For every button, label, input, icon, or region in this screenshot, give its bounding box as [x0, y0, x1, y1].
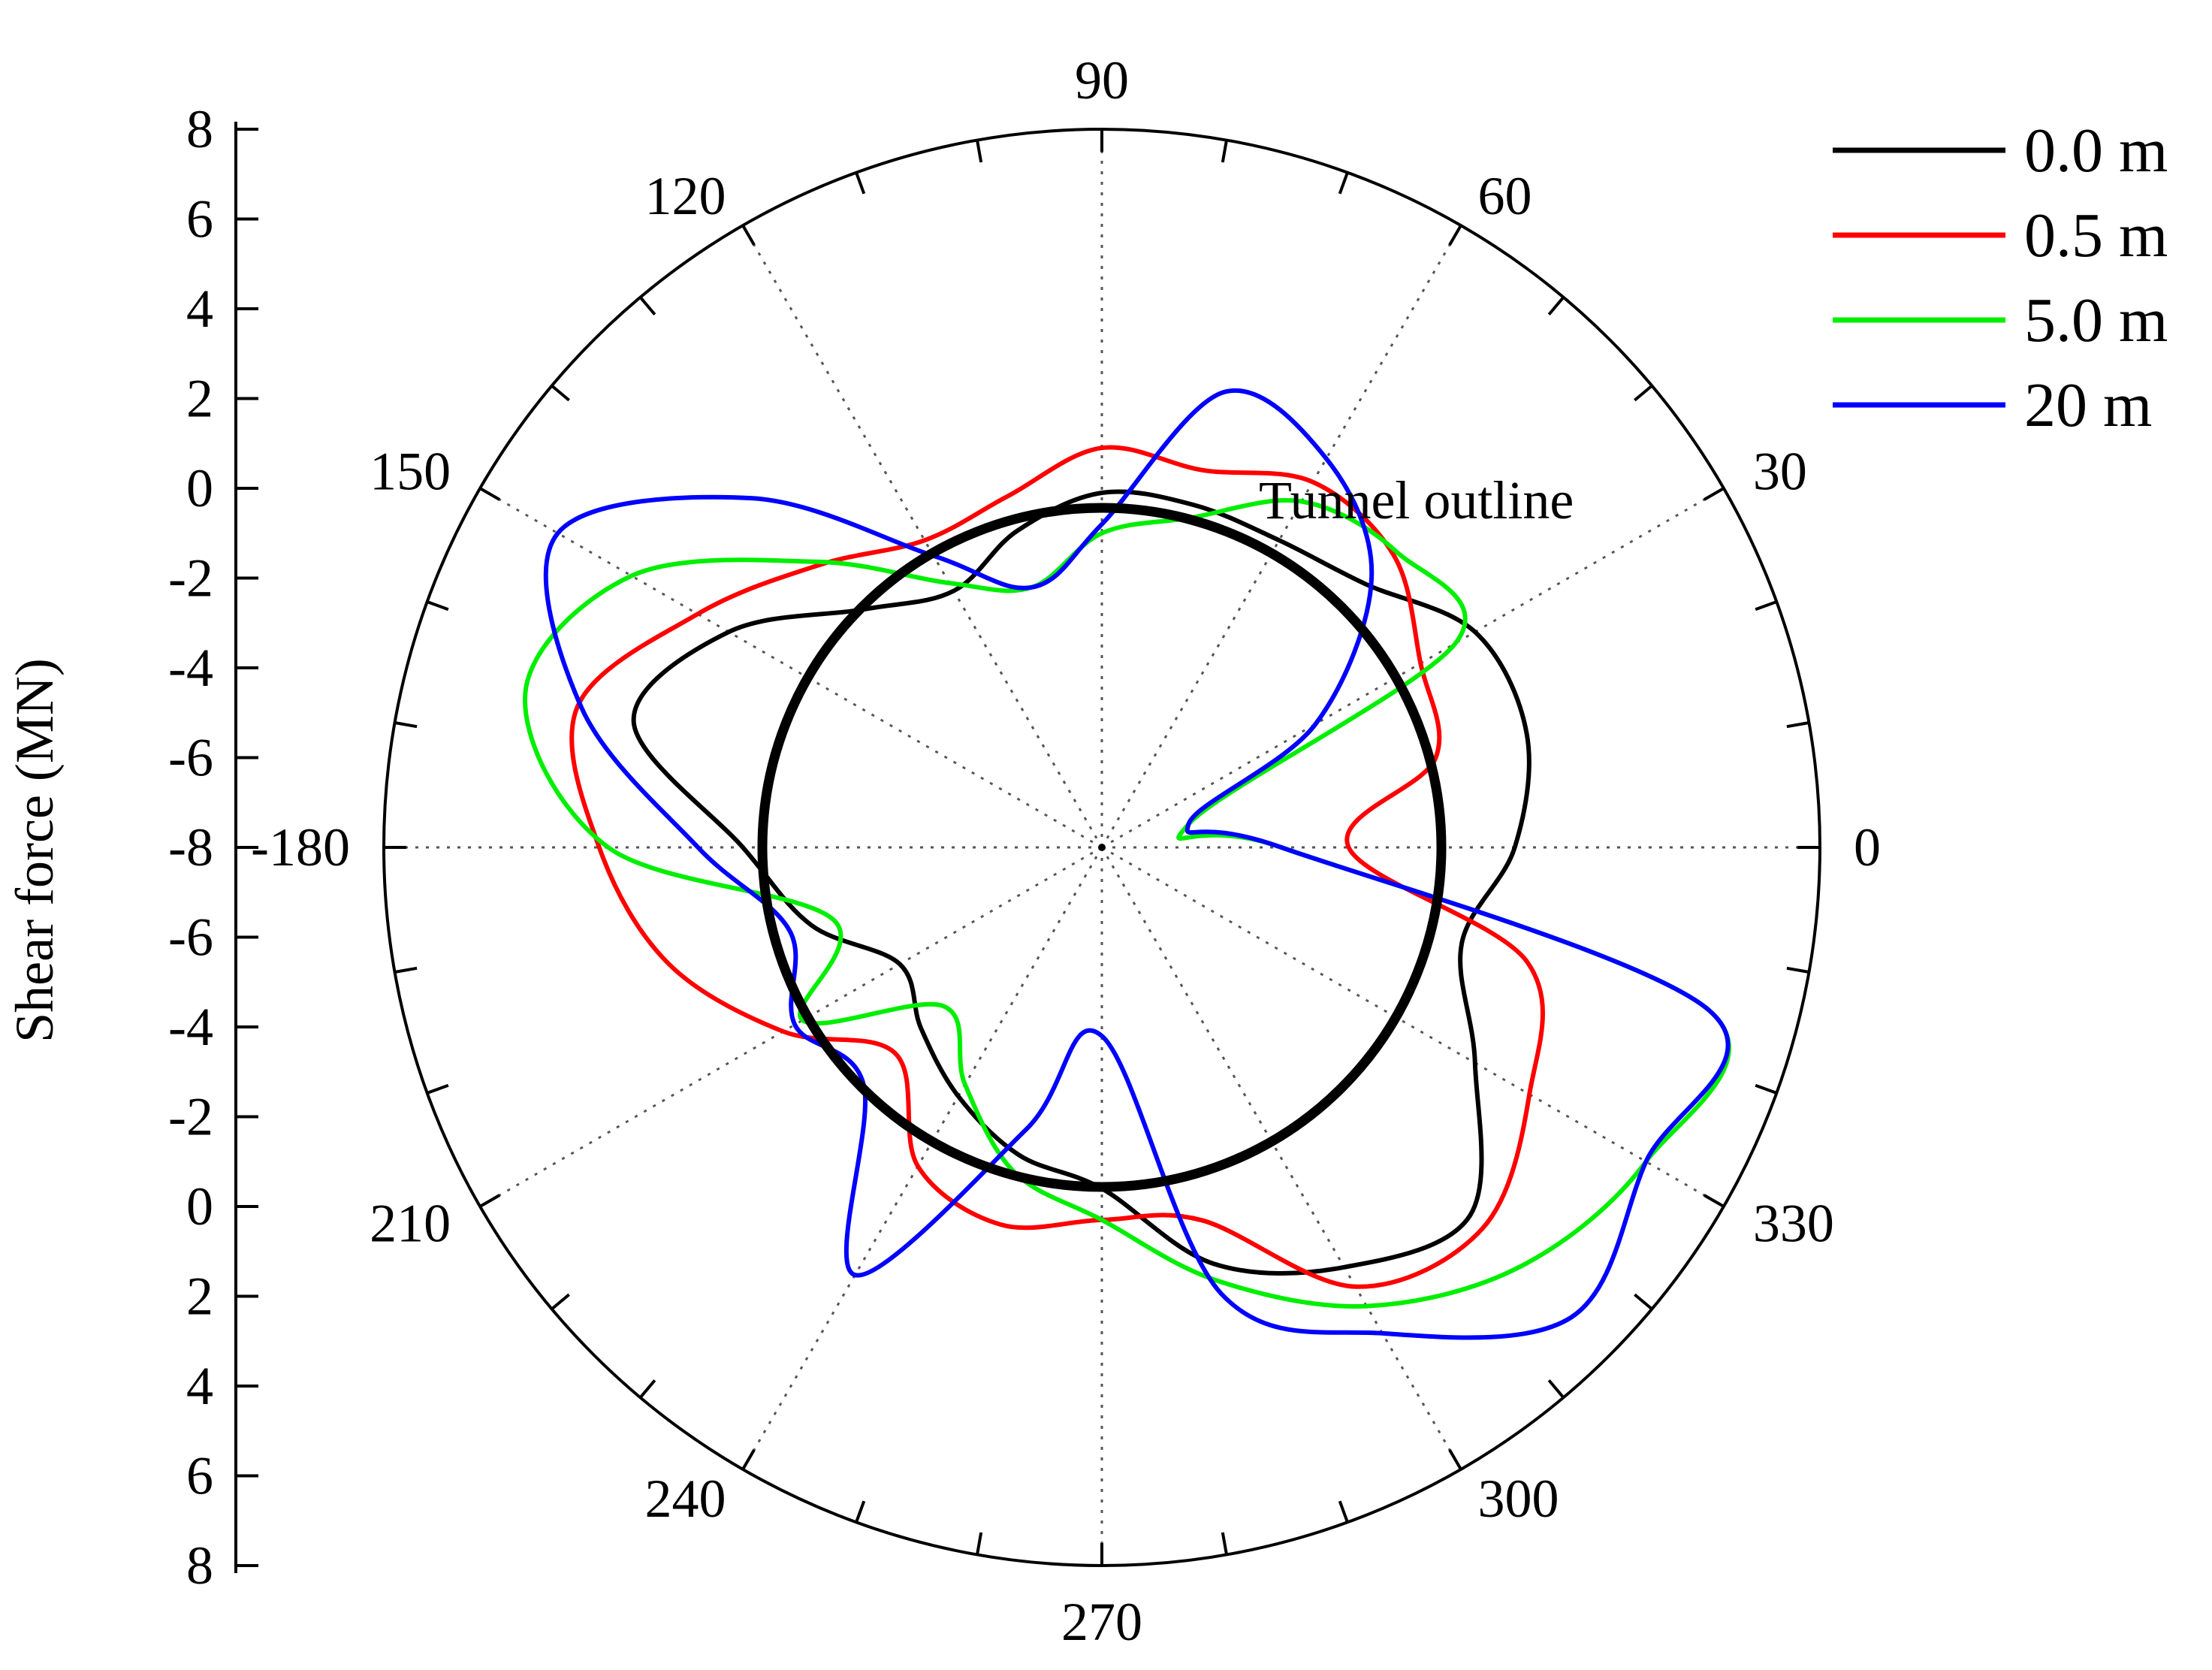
angle-tick-mark [1448, 225, 1462, 246]
series-line [569, 445, 1546, 1289]
radial-tick-label: 8 [186, 1536, 213, 1596]
angle-tick-mark [551, 1293, 570, 1311]
radial-tick-label: 0 [186, 1176, 213, 1237]
angle-tick-label: 270 [1061, 1592, 1142, 1652]
angle-tick-mark [1221, 1532, 1228, 1555]
series-line [543, 388, 1731, 1340]
radial-tick-label: 6 [186, 189, 213, 249]
angle-tick-mark [1703, 487, 1725, 501]
legend-label: 0.0 m [2024, 116, 2168, 186]
angle-gridline [479, 487, 1103, 849]
y-axis-label: Shear force (MN) [5, 658, 65, 1043]
angle-tick-mark [638, 1379, 656, 1399]
angle-tick-label: 0 [1854, 817, 1881, 877]
angle-gridline [741, 847, 1103, 1470]
angle-tick-mark [1634, 1293, 1653, 1311]
angle-tick-mark [394, 966, 418, 974]
angle-tick-mark [1755, 1083, 1778, 1095]
angle-tick-mark [741, 225, 756, 246]
angle-gridline [1101, 846, 1725, 1208]
angle-tick-mark [479, 1194, 501, 1208]
series-line [523, 497, 1731, 1309]
radial-tick-label: 0 [186, 458, 213, 518]
angle-tick-label: 240 [645, 1469, 726, 1529]
angle-gridline [1100, 847, 1462, 1470]
angle-tick-mark [1338, 1500, 1349, 1524]
radial-tick-label: -2 [168, 548, 213, 609]
angle-tick-mark [741, 1448, 756, 1470]
angle-tick-mark [1786, 966, 1809, 974]
angle-gridline [1100, 225, 1462, 848]
angle-tick-mark [1221, 140, 1228, 163]
radial-tick-label: -6 [168, 907, 213, 968]
legend-label: 0.5 m [2024, 201, 2168, 270]
angle-tick-mark [976, 1532, 983, 1555]
legend: 0.0 m 0.5 m 5.0 m 20 m [1833, 116, 2168, 440]
angle-tick-label: 90 [1075, 50, 1129, 110]
radial-tick-label: -4 [168, 997, 213, 1057]
tunnel-outline [757, 503, 1447, 1192]
angle-tick-label: -180 [251, 817, 350, 877]
angle-gridline [1101, 487, 1725, 849]
angle-tick-mark [638, 296, 656, 316]
radial-tick-label: -8 [168, 817, 213, 877]
radial-tick-label: 2 [186, 369, 213, 429]
angle-tick-mark [479, 487, 501, 501]
angle-tick-label: 210 [370, 1194, 451, 1254]
radial-tick-label: 4 [186, 279, 213, 339]
series-lines [523, 388, 1731, 1340]
angle-gridline [741, 225, 1103, 848]
angle-tick-mark [1547, 1379, 1565, 1399]
radial-tick-label: 2 [186, 1267, 213, 1327]
angle-tick-mark [976, 140, 983, 163]
angle-tick-labels: 0 30 60 90 120 150 -180 210 240 270 300 330 [251, 50, 1881, 1652]
angle-tick-label: 330 [1753, 1194, 1834, 1254]
angle-tick-mark [1338, 171, 1349, 195]
tunnel-outline-label: Tunnel outline [1259, 470, 1574, 530]
radial-tick-label: 4 [186, 1356, 213, 1416]
angle-tick-mark [855, 171, 866, 195]
angle-tick-label: 150 [370, 442, 451, 502]
radial-tick-label: -6 [168, 728, 213, 788]
angle-tick-mark [1634, 384, 1653, 402]
radial-axis: 8 6 4 2 0 -2 -4 -6 -8 -6 -4 -2 0 2 4 6 8 [168, 99, 258, 1596]
center-dot [1098, 844, 1106, 851]
angle-tick-mark [1786, 721, 1809, 729]
legend-label: 5.0 m [2024, 285, 2168, 355]
angle-tick-mark [855, 1500, 866, 1524]
angle-tick-label: 30 [1753, 442, 1807, 502]
angle-tick-label: 60 [1478, 166, 1532, 226]
series-line [631, 489, 1532, 1276]
angle-tick-label: 300 [1478, 1469, 1559, 1529]
angle-tick-label: 120 [645, 166, 726, 226]
angle-tick-mark [1703, 1194, 1725, 1208]
angle-tick-mark [394, 721, 418, 729]
angle-gridline [479, 846, 1103, 1208]
angle-tick-mark [1755, 600, 1778, 612]
radial-tick-label: 6 [186, 1446, 213, 1506]
angle-tick-mark [426, 600, 449, 612]
angle-tick-mark [551, 384, 570, 402]
radial-tick-label: -2 [168, 1087, 213, 1147]
radial-tick-label: 8 [186, 99, 213, 159]
radial-tick-label: -4 [168, 638, 213, 698]
angle-tick-mark [426, 1083, 449, 1095]
angle-tick-mark [1448, 1448, 1462, 1470]
legend-label: 20 m [2024, 370, 2152, 440]
angle-tick-mark [1547, 296, 1565, 316]
